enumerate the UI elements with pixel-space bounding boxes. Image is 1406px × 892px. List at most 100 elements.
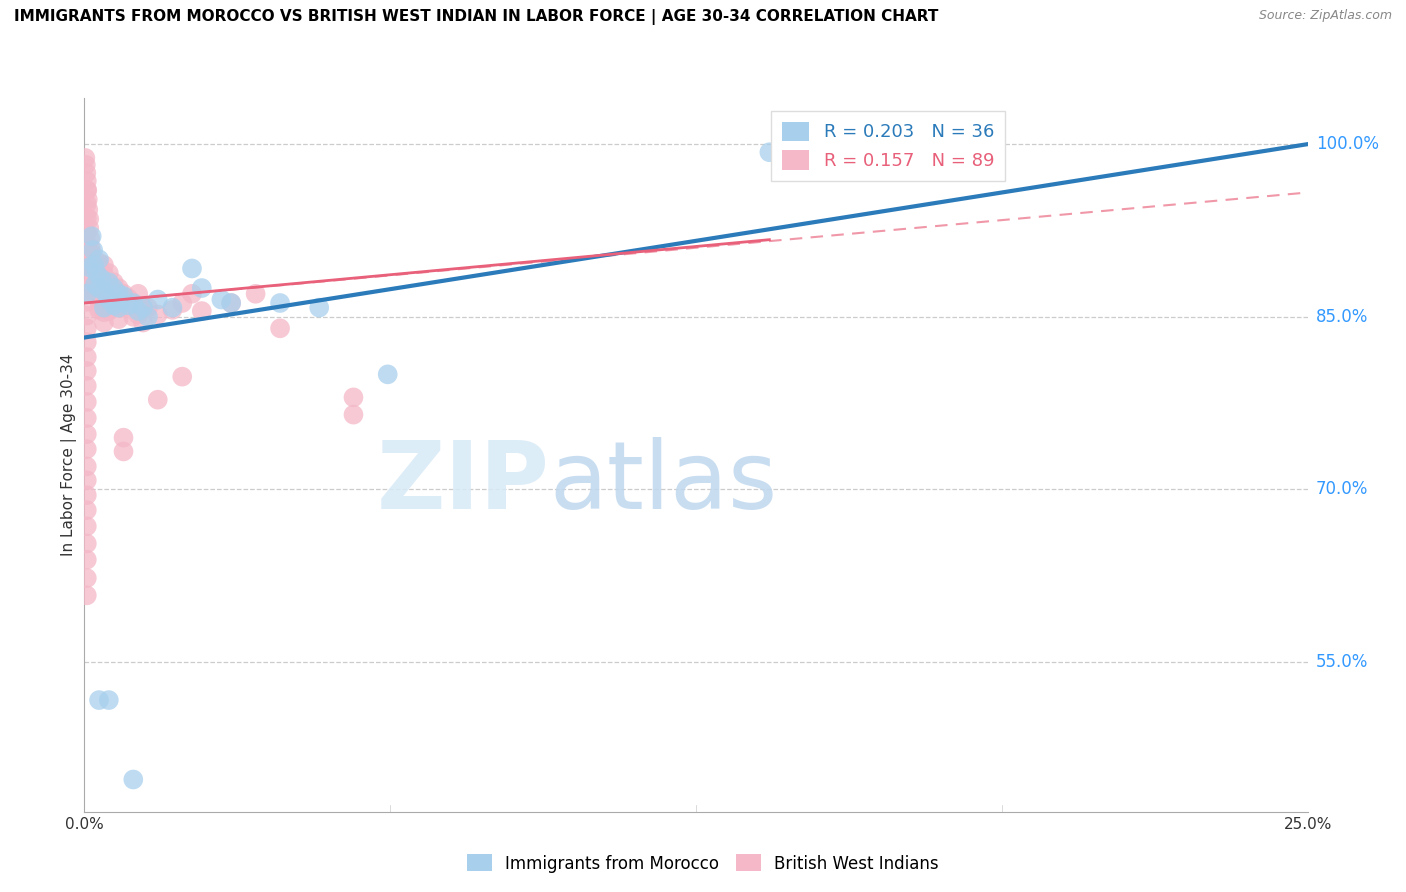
Point [76, 286, 98, 301]
Point [76, 321, 98, 335]
Point [90, 272, 112, 286]
Point [75, 158, 97, 172]
Text: 100.0%: 100.0% [1316, 136, 1379, 153]
Point [80, 229, 103, 244]
Point [97, 275, 120, 289]
Point [80, 241, 103, 255]
Point [76, 411, 98, 425]
Point [93, 285, 115, 299]
Point [112, 289, 135, 303]
Point [103, 275, 125, 289]
Text: 85.0%: 85.0% [1316, 308, 1368, 326]
Point [93, 296, 115, 310]
Text: Source: ZipAtlas.com: Source: ZipAtlas.com [1258, 9, 1392, 22]
Legend: R = 0.203   N = 36, R = 0.157   N = 89: R = 0.203 N = 36, R = 0.157 N = 89 [772, 111, 1005, 181]
Point [83, 286, 105, 301]
Point [76, 309, 98, 323]
Point [377, 368, 399, 382]
Point [97, 293, 120, 307]
Point [127, 304, 149, 318]
Point [93, 258, 115, 272]
Point [181, 261, 204, 276]
Point [87, 265, 110, 279]
Point [146, 293, 169, 307]
Point [97, 304, 120, 318]
Point [76, 241, 98, 255]
Point [269, 321, 291, 335]
Point [107, 301, 129, 315]
Point [77, 211, 100, 226]
Point [87, 281, 110, 295]
Point [219, 296, 242, 310]
Point [93, 301, 115, 315]
Point [75, 166, 97, 180]
Point [107, 281, 129, 295]
Point [146, 308, 169, 322]
Point [136, 301, 159, 315]
Point [112, 286, 135, 301]
Point [76, 174, 98, 188]
Point [93, 267, 115, 281]
Point [219, 296, 242, 310]
Point [342, 390, 364, 404]
Point [76, 211, 98, 225]
Point [76, 226, 98, 240]
Point [76, 488, 98, 502]
Point [269, 296, 291, 310]
Point [97, 693, 120, 707]
Point [76, 379, 98, 393]
Point [758, 145, 780, 160]
Point [76, 183, 98, 197]
Point [122, 310, 145, 324]
Point [87, 252, 110, 267]
Text: 55.0%: 55.0% [1316, 653, 1368, 671]
Point [87, 302, 110, 317]
Point [76, 571, 98, 585]
Point [77, 260, 100, 275]
Point [76, 294, 98, 309]
Point [97, 266, 120, 280]
Point [110, 294, 132, 309]
Point [112, 444, 135, 458]
Point [103, 298, 125, 312]
Point [308, 301, 330, 315]
Point [76, 364, 98, 378]
Point [87, 256, 110, 270]
Point [117, 298, 139, 312]
Point [122, 298, 145, 312]
Point [79, 231, 101, 245]
Point [82, 243, 104, 257]
Point [77, 202, 100, 217]
Point [87, 293, 110, 308]
Point [172, 369, 194, 384]
Point [112, 431, 135, 445]
Point [86, 266, 108, 280]
Point [132, 301, 155, 315]
Point [75, 151, 97, 165]
Point [83, 258, 105, 272]
Point [97, 293, 120, 307]
Point [93, 316, 115, 330]
Point [80, 246, 103, 260]
Text: ZIP: ZIP [377, 437, 550, 530]
Point [76, 519, 98, 533]
Point [76, 473, 98, 487]
Point [172, 296, 194, 310]
Point [136, 310, 159, 324]
Point [146, 392, 169, 407]
Point [80, 254, 103, 268]
Point [132, 301, 155, 315]
Point [117, 292, 139, 306]
Point [84, 277, 107, 292]
Point [162, 302, 184, 317]
Y-axis label: In Labor Force | Age 30-34: In Labor Force | Age 30-34 [62, 353, 77, 557]
Point [76, 442, 98, 457]
Point [191, 304, 214, 318]
Point [127, 308, 149, 322]
Point [107, 298, 129, 312]
Point [83, 269, 105, 284]
Text: 70.0%: 70.0% [1316, 481, 1368, 499]
Point [76, 427, 98, 442]
Point [77, 221, 100, 235]
Point [181, 286, 204, 301]
